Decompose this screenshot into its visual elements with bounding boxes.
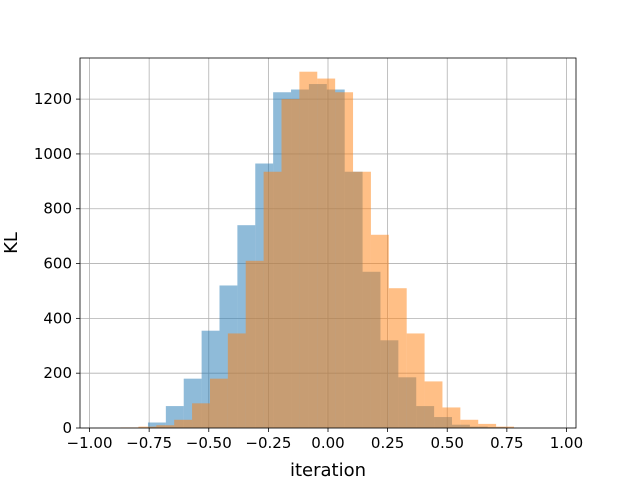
histogram-bar: [388, 288, 407, 428]
y-tick-label: 600: [43, 255, 72, 273]
histogram-bar: [424, 381, 443, 428]
histogram-bar: [299, 71, 318, 428]
histogram-bar: [192, 403, 210, 428]
histogram-bar: [227, 333, 246, 428]
histogram-bar: [245, 260, 264, 428]
x-tick-label: 0.25: [371, 434, 404, 452]
x-tick-label: −0.50: [186, 434, 232, 452]
y-tick-label: 800: [43, 200, 72, 218]
y-tick-label: 400: [43, 309, 72, 327]
histogram-bar: [156, 425, 175, 428]
x-tick-label: 0.75: [490, 434, 523, 452]
histogram-bar: [442, 407, 461, 428]
y-axis-label: KL: [1, 232, 22, 254]
histogram-bar: [478, 423, 497, 428]
histogram-bars: [120, 71, 514, 429]
histogram-bar: [263, 171, 282, 429]
x-tick-label: 0.00: [311, 434, 344, 452]
histogram-bar: [174, 419, 193, 428]
y-tick-label: 1200: [34, 90, 72, 108]
x-tick-label: −0.75: [126, 434, 172, 452]
x-axis-label: iteration: [290, 460, 366, 480]
histogram-bar: [317, 78, 336, 429]
y-tick-label: 1000: [34, 145, 72, 163]
series-1-bars: [120, 71, 514, 429]
x-tick-label: −0.25: [245, 434, 291, 452]
histogram-bar: [335, 92, 354, 428]
x-tick-label: 0.50: [431, 434, 464, 452]
histogram-bar: [138, 426, 157, 428]
y-tick-label: 0: [62, 419, 72, 437]
histogram-bar: [209, 378, 228, 428]
histogram-bar: [353, 171, 371, 429]
x-tick-label: −1.00: [67, 434, 113, 452]
histogram-bar: [406, 333, 425, 428]
y-tick-label: 200: [43, 364, 72, 382]
histogram-bar: [281, 99, 300, 428]
axis-ticks: −1.00 −0.75 −0.50 −0.25 0.00 0.25 0.50 0.75 1.00…: [34, 90, 583, 452]
histogram-bar: [460, 419, 479, 428]
x-tick-label: 1.00: [550, 434, 583, 452]
histogram-bar: [370, 234, 389, 428]
histogram-bar: [496, 426, 514, 428]
